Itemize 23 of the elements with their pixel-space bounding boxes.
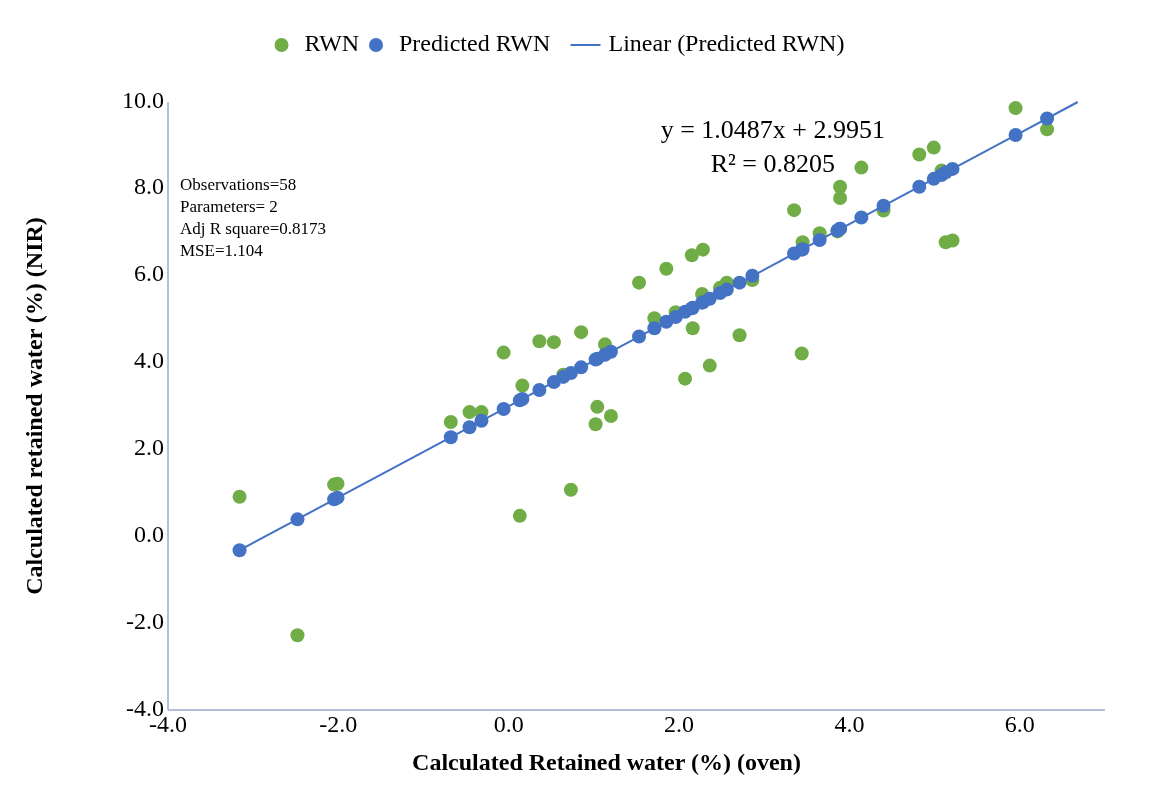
annotation: Parameters= 2 — [180, 197, 278, 216]
x-axis-title: Calculated Retained water (%) (oven) — [412, 749, 801, 775]
y-tick-label: 10.0 — [122, 86, 164, 113]
annotation: Adj R square=0.8173 — [180, 219, 327, 238]
annotation: Observations=58 — [180, 175, 297, 194]
y-tick-label: -2.0 — [126, 607, 164, 634]
x-tick-label: 4.0 — [834, 711, 865, 737]
annotation: R² = 0.8205 — [710, 149, 835, 178]
legend-label: Linear (Predicted RWN) — [608, 29, 845, 56]
x-tick-label: 6.0 — [1004, 711, 1035, 737]
y-tick-label: 0.0 — [134, 520, 164, 547]
y-tick-label: 8.0 — [134, 173, 164, 200]
annotation: MSE=1.104 — [180, 241, 264, 260]
x-tick-label: 2.0 — [664, 711, 695, 737]
legend-label: Predicted RWN — [399, 29, 551, 56]
y-tick-label: 6.0 — [134, 260, 164, 287]
y-tick-label: 2.0 — [134, 433, 164, 460]
annotation: y = 1.0487x + 2.9951 — [660, 115, 885, 144]
x-tick-label: 0.0 — [493, 711, 524, 737]
y-tick-label: 4.0 — [134, 347, 164, 374]
y-axis-title: Calculated retained water (%) (NIR) — [21, 217, 47, 595]
legend-label: RWN — [304, 29, 360, 56]
x-tick-label: -2.0 — [319, 711, 358, 737]
